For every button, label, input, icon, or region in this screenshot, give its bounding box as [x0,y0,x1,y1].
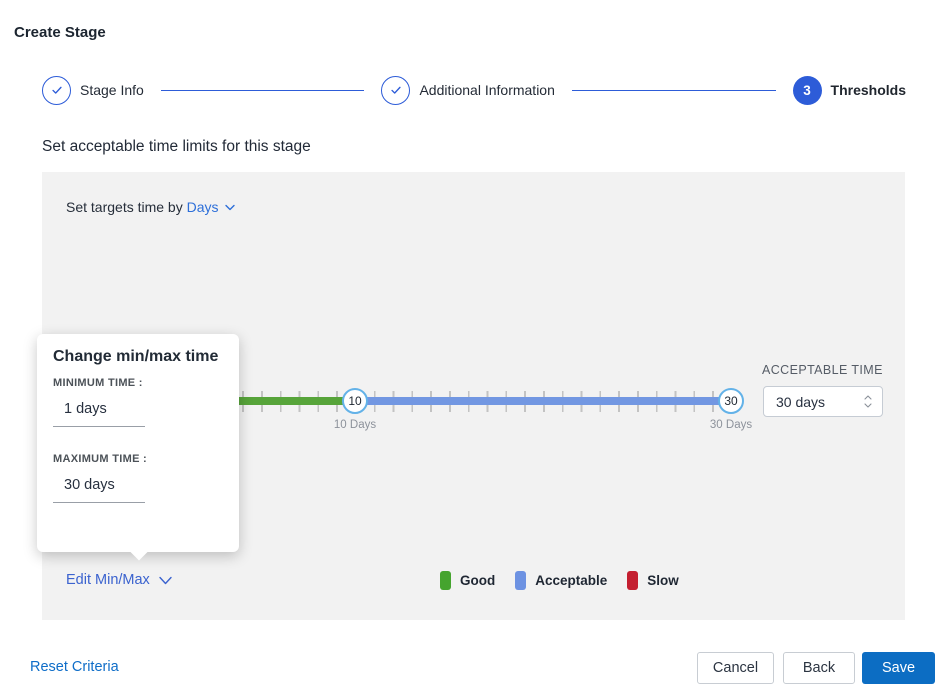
set-targets-text: Set targets time by [66,199,183,215]
good-swatch [440,571,451,590]
popover-title: Change min/max time [53,348,219,365]
section-heading: Set acceptable time limits for this stag… [42,138,311,155]
slow-swatch [627,571,639,590]
stepper-connector [160,89,365,91]
legend-item-good: Good [440,571,495,590]
back-button[interactable]: Back [783,652,855,684]
thresholds-panel: Set targets time by Days 10 30 10 Days 3… [37,172,905,620]
legend-label: Slow [647,573,679,588]
step-complete-icon [42,75,71,105]
acceptable-swatch [515,571,527,590]
slider-max-label: 30 Days [709,419,753,431]
step-number-badge: 3 [792,75,822,105]
chevron-up-icon[interactable] [864,395,872,400]
step-label: Stage Info [80,82,144,98]
maximum-time-label: MAXIMUM TIME : [53,453,148,465]
chevron-down-icon [159,576,172,584]
legend: Good Acceptable Slow [440,571,699,590]
acceptable-time-value: 30 days [776,393,826,410]
unit-dropdown[interactable]: Days [186,199,219,215]
check-icon [51,86,62,94]
slider-track-acceptable [355,397,731,405]
page-title: Create Stage [14,24,106,41]
acceptable-time-input[interactable]: 30 days [763,386,883,417]
step-additional-information[interactable]: Additional Information [381,75,555,105]
step-label: Thresholds [830,82,906,98]
reset-criteria-link[interactable]: Reset Criteria [30,659,119,675]
chevron-down-icon[interactable] [224,204,235,211]
legend-label: Acceptable [535,573,608,588]
edit-minmax-link[interactable]: Edit Min/Max [66,572,172,588]
step-label: Additional Information [419,82,555,98]
wizard-stepper: Stage Info Additional Information 3 Thre… [42,75,906,105]
edit-minmax-label: Edit Min/Max [66,572,150,588]
cancel-button[interactable]: Cancel [697,652,774,684]
minmax-popover: Change min/max time MINIMUM TIME : 1 day… [37,334,239,561]
minimum-time-field[interactable]: 1 days [53,397,145,427]
step-complete-icon [381,75,411,105]
slider-handle-max[interactable]: 30 [718,388,744,414]
popover-caret [130,543,148,561]
legend-label: Good [460,573,496,588]
slider-handle-min[interactable]: 10 [342,388,368,414]
number-stepper[interactable] [864,395,872,408]
maximum-time-field[interactable]: 30 days [53,473,145,503]
chevron-down-icon[interactable] [864,403,872,408]
step-thresholds[interactable]: 3 Thresholds [792,75,906,105]
slider-min-label: 10 Days [333,419,377,431]
legend-item-slow: Slow [627,571,679,590]
slider-track-good [167,397,355,405]
save-button[interactable]: Save [862,652,935,684]
step-stage-info[interactable]: Stage Info [42,75,144,105]
check-icon [391,86,401,94]
acceptable-time-label: ACCEPTABLE TIME [762,363,883,377]
stepper-connector [571,89,776,91]
minimum-time-label: MINIMUM TIME : [53,377,143,389]
legend-item-acceptable: Acceptable [515,571,607,590]
set-targets-row: Set targets time by Days [66,199,235,215]
